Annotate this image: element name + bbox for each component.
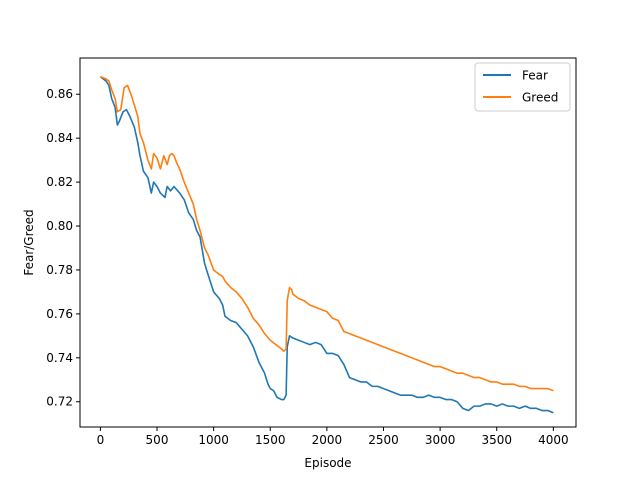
y-tick-label: 0.72: [46, 395, 73, 409]
x-tick-label: 3000: [425, 433, 456, 447]
x-tick-label: 2500: [368, 433, 399, 447]
y-tick-label: 0.84: [46, 131, 73, 145]
x-tick-label: 1000: [198, 433, 229, 447]
x-tick-label: 500: [146, 433, 169, 447]
legend: Fear Greed: [474, 62, 571, 112]
series-line-greed: [100, 75, 554, 392]
series-lines: [99, 75, 554, 414]
x-tick-label: 3500: [481, 433, 512, 447]
y-axis-title: Fear/Greed: [22, 209, 36, 275]
legend-label-greed: Greed: [522, 91, 558, 105]
y-tick-label: 0.76: [46, 307, 73, 321]
x-tick-label: 0: [97, 433, 105, 447]
y-axis-ticks: 0.72 0.74 0.76 0.78 0.80 0.82 0.84 0.86: [46, 87, 80, 409]
x-axis-ticks: 0 500 1000 1500 2000 2500 3000 3500 4000: [97, 427, 569, 447]
x-tick-label: 2000: [312, 433, 343, 447]
x-tick-label: 1500: [255, 433, 286, 447]
x-tick-label: 4000: [538, 433, 569, 447]
y-tick-label: 0.80: [46, 219, 73, 233]
y-tick-label: 0.82: [46, 175, 73, 189]
plot-frame: [79, 57, 577, 428]
y-tick-label: 0.86: [46, 87, 73, 101]
y-tick-label: 0.78: [46, 263, 73, 277]
y-tick-label: 0.74: [46, 351, 73, 365]
legend-label-fear: Fear: [522, 69, 548, 83]
x-axis-title: Episode: [304, 456, 351, 470]
series-line-fear: [99, 76, 554, 414]
